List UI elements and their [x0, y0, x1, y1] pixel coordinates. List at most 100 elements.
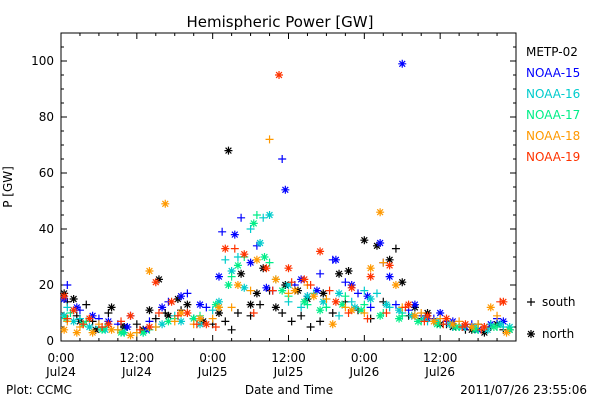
data-point-north	[154, 275, 163, 284]
data-point-north	[158, 320, 167, 329]
data-point-north	[385, 255, 394, 264]
x-tick-label-date: Jul26	[348, 365, 379, 379]
data-point-north	[177, 317, 186, 326]
legend-marker-star	[527, 330, 535, 338]
data-point-north	[502, 328, 511, 337]
data-point-north	[436, 309, 445, 317]
data-point-north	[395, 306, 404, 315]
data-point-south	[439, 320, 448, 329]
data-point-north	[252, 255, 261, 264]
data-point-north	[376, 208, 385, 217]
data-point-north	[246, 300, 255, 309]
data-point-north	[214, 297, 223, 306]
data-point-south	[341, 292, 350, 301]
data-point-north	[347, 306, 356, 315]
data-point-north	[177, 309, 186, 317]
data-point-north	[72, 328, 81, 337]
data-point-north	[262, 283, 271, 292]
data-point-south	[227, 325, 236, 334]
data-point-south	[297, 311, 306, 320]
data-point-north	[360, 236, 369, 245]
data-point-south	[208, 314, 217, 323]
data-point-north	[451, 323, 460, 331]
chart-title: Hemispheric Power [GW]	[187, 13, 374, 31]
data-point-north	[483, 325, 492, 334]
data-point-north	[284, 281, 293, 289]
data-point-south	[183, 289, 192, 298]
data-point-north	[467, 323, 476, 331]
data-point-south	[347, 297, 356, 306]
data-point-north	[505, 325, 514, 334]
data-point-north	[126, 331, 135, 340]
data-point-north	[442, 314, 451, 323]
y-tick-label: 0	[46, 334, 54, 348]
x-tick-label-date: Jul25	[197, 365, 228, 379]
data-point-north	[224, 281, 233, 289]
data-point-north	[499, 297, 508, 306]
data-point-south	[360, 300, 369, 309]
data-point-south	[360, 309, 369, 317]
data-point-south	[249, 309, 258, 317]
data-point-north	[196, 314, 205, 323]
data-point-north	[338, 300, 347, 309]
timestamp: 2011/07/26 23:55:06	[460, 383, 587, 397]
data-point-north	[382, 300, 391, 309]
data-point-south	[218, 227, 227, 236]
data-point-north	[470, 325, 479, 334]
data-point-north	[376, 239, 385, 247]
data-point-south	[221, 317, 230, 326]
data-point-north	[85, 323, 94, 331]
data-point-north	[85, 314, 94, 323]
data-point-south	[82, 300, 91, 309]
data-point-south	[287, 317, 296, 326]
y-axis-label: P [GW]	[1, 166, 15, 208]
data-point-north	[319, 297, 328, 306]
legend-entry: METP-02	[526, 45, 578, 59]
x-tick-label-date: Jul24	[121, 365, 152, 379]
data-point-south	[221, 255, 230, 264]
data-point-north	[199, 317, 208, 326]
data-point-north	[398, 59, 407, 68]
x-tick-label-time: 0:00	[48, 351, 75, 365]
data-point-south	[278, 155, 287, 163]
data-point-north	[237, 269, 246, 278]
data-point-north	[256, 239, 265, 247]
data-point-north	[290, 286, 299, 295]
legend-entry: NOAA-16	[526, 87, 580, 101]
y-tick-label: 20	[39, 278, 54, 292]
data-point-south	[132, 320, 141, 329]
data-point-north	[385, 272, 394, 281]
data-point-north	[211, 300, 220, 309]
data-point-north	[60, 292, 69, 301]
data-point-south	[284, 289, 293, 298]
data-point-north	[240, 250, 249, 259]
data-point-north	[366, 264, 375, 273]
data-point-south	[135, 325, 144, 334]
data-point-north	[316, 247, 325, 256]
data-point-south	[493, 311, 502, 320]
data-point-south	[202, 303, 211, 312]
data-point-south	[104, 309, 113, 317]
data-point-south	[170, 317, 179, 326]
series-metp-02	[60, 146, 514, 337]
data-point-south	[98, 323, 107, 331]
data-point-north	[398, 278, 407, 287]
data-point-north	[221, 244, 230, 253]
data-point-south	[335, 311, 344, 320]
legend-entry: NOAA-19	[526, 150, 580, 164]
data-point-north	[376, 311, 385, 320]
data-point-north	[145, 306, 154, 315]
data-point-south	[227, 272, 236, 281]
series-noaa-19	[60, 71, 508, 334]
x-tick-label-time: 12:00	[271, 351, 306, 365]
data-point-south	[417, 309, 426, 317]
x-tick-label-time: 12:00	[423, 351, 458, 365]
data-point-north	[385, 261, 394, 270]
x-tick-label-date: Jul25	[273, 365, 304, 379]
data-point-south	[246, 286, 255, 295]
data-point-north	[335, 269, 344, 278]
legend-marker-label: north	[542, 327, 574, 341]
data-point-south	[306, 281, 315, 289]
data-point-north	[350, 303, 359, 312]
data-point-south	[63, 281, 72, 289]
